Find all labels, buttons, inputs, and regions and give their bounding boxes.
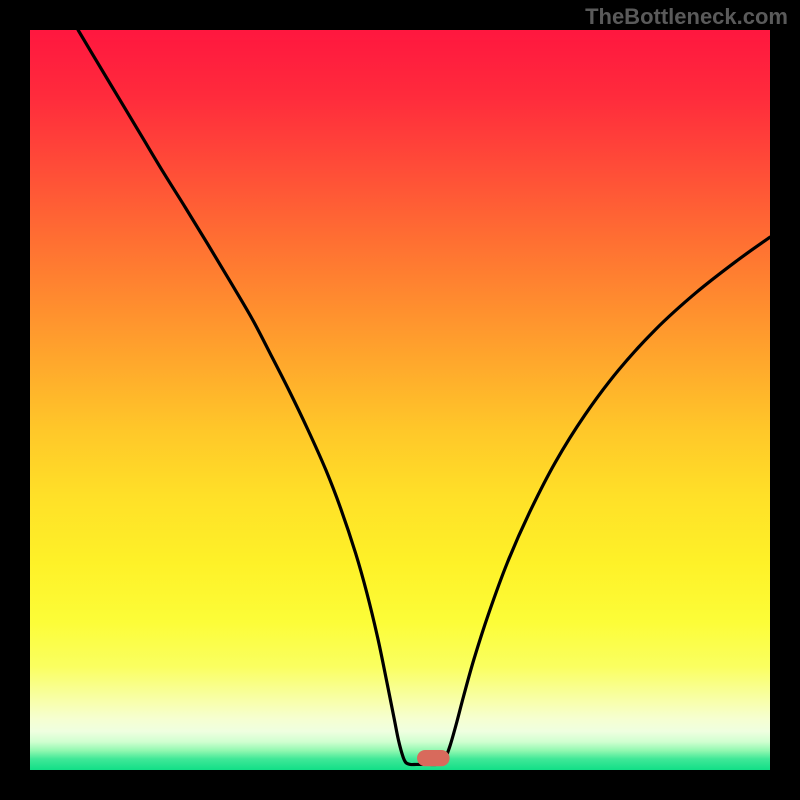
gradient-background	[30, 30, 770, 770]
attribution-text: TheBottleneck.com	[585, 4, 788, 30]
minimum-marker	[417, 750, 450, 766]
chart-frame: TheBottleneck.com	[0, 0, 800, 800]
bottleneck-curve-chart	[30, 30, 770, 770]
chart-svg	[30, 30, 770, 770]
